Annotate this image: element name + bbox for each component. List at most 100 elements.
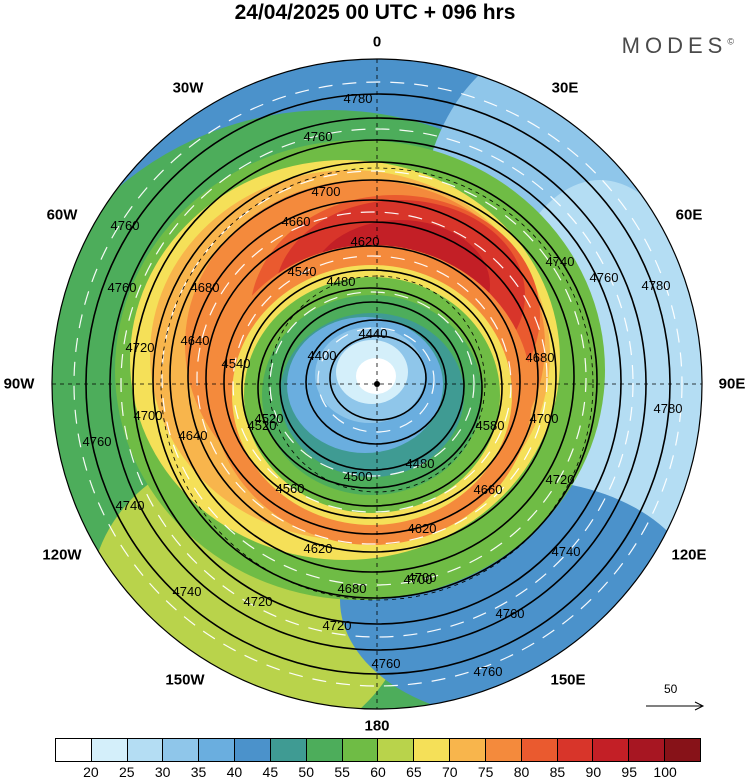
lon-label-180: 180 xyxy=(364,717,390,735)
contour-label: 4720 xyxy=(323,618,352,633)
contour-label: 4760 xyxy=(590,270,619,285)
contour-label: 4540 xyxy=(222,356,251,371)
colorbar-swatch xyxy=(163,739,200,761)
brand-logo: MODES© xyxy=(622,33,734,59)
contour-label: 4760 xyxy=(304,129,333,144)
contour-label: 4760 xyxy=(83,434,112,449)
contour-label: 4720 xyxy=(546,472,575,487)
colorbar xyxy=(55,738,701,762)
colorbar-tick-label: 80 xyxy=(513,764,530,780)
chart-title: 24/04/2025 00 UTC + 096 hrs xyxy=(234,1,516,24)
contour-label: 4720 xyxy=(244,594,273,609)
contour-label: 4480 xyxy=(327,274,356,289)
lon-label-150e: 150E xyxy=(550,671,586,689)
brand-name: MODES xyxy=(621,33,728,58)
colorbar-tick-label: 35 xyxy=(190,764,207,780)
colorbar-swatch xyxy=(521,739,558,761)
colorbar-tick-label: 90 xyxy=(585,764,602,780)
lon-label-30e: 30E xyxy=(551,79,579,97)
pole-marker xyxy=(374,381,380,387)
colorbar-tick-label: 30 xyxy=(154,764,171,780)
contour-label: 4760 xyxy=(111,218,140,233)
colorbar-swatch xyxy=(593,739,630,761)
colorbar-tick-label: 45 xyxy=(262,764,279,780)
lon-label-90e: 90E xyxy=(718,375,746,393)
colorbar-tick-label: 20 xyxy=(83,764,99,780)
vector-reference: 50 xyxy=(640,680,710,720)
colorbar-tick-label: 60 xyxy=(370,764,386,780)
colorbar-tick-label: 85 xyxy=(549,764,566,780)
contour-label: 4620 xyxy=(351,234,380,249)
colorbar-tick-label: 50 xyxy=(298,764,315,780)
colorbar-tick-label: 70 xyxy=(441,764,458,780)
colorbar-swatch xyxy=(199,739,236,761)
contour-labels: 4780 4760 4700 4660 4620 4540 4480 4440 … xyxy=(83,91,683,679)
colorbar-tick-label: 95 xyxy=(621,764,638,780)
contour-label: 4620 xyxy=(304,541,333,556)
colorbar-tick-label: 55 xyxy=(334,764,350,780)
lon-label-90w: 90W xyxy=(3,375,35,393)
lon-label-60e: 60E xyxy=(675,206,703,224)
contour-label: 4700 xyxy=(408,570,437,585)
contour-label: 4480 xyxy=(406,456,435,471)
colorbar-tick-label: 40 xyxy=(226,764,243,780)
contour-label: 4580 xyxy=(476,418,505,433)
colorbar-swatch xyxy=(629,739,666,761)
lon-label-150w: 150W xyxy=(165,671,205,689)
contour-label: 4680 xyxy=(191,280,220,295)
contour-label: 4680 xyxy=(526,350,555,365)
vector-reference-arrow xyxy=(646,701,705,711)
contour-label: 4640 xyxy=(181,333,210,348)
colorbar-swatch xyxy=(378,739,415,761)
contour-label: 4740 xyxy=(546,254,575,269)
colorbar-swatch xyxy=(414,739,451,761)
contour-label: 4760 xyxy=(474,664,503,679)
colorbar-tick-label: 25 xyxy=(118,764,135,780)
contour-label: 4500 xyxy=(344,469,373,484)
contour-label: 4780 xyxy=(654,401,683,416)
colorbar-tick-label: 100 xyxy=(653,764,677,780)
graticule xyxy=(52,59,702,709)
colorbar-swatch xyxy=(557,739,594,761)
wind-streamlines xyxy=(73,81,683,687)
vector-reference-label: 50 xyxy=(664,682,678,696)
contour-label: 4660 xyxy=(282,214,311,229)
contour-label: 4780 xyxy=(344,91,373,106)
colorbar-swatch xyxy=(91,739,128,761)
colorbar-tick-label: 75 xyxy=(477,764,494,780)
colorbar-swatch xyxy=(270,739,307,761)
contour-label: 4520 xyxy=(248,418,277,433)
contour-label: 4520 xyxy=(255,411,284,426)
wind-speed-shading xyxy=(52,59,702,709)
contour-label: 4400 xyxy=(308,348,337,363)
contour-label: 4660 xyxy=(474,482,503,497)
colorbar-swatch xyxy=(485,739,522,761)
colorbar-swatch xyxy=(665,739,700,761)
lon-label-30w: 30W xyxy=(172,79,204,97)
contour-label: 4680 xyxy=(338,581,367,596)
copyright-mark: © xyxy=(727,36,734,47)
contour-label: 4760 xyxy=(108,280,137,295)
contour-label: 4700 xyxy=(404,572,433,587)
lon-label-120e: 120E xyxy=(671,546,707,564)
lon-label-60w: 60W xyxy=(46,206,78,224)
contour-label: 4540 xyxy=(288,264,317,279)
contour-label: 4760 xyxy=(372,656,401,671)
map-border xyxy=(51,58,703,710)
lon-label-0: 0 xyxy=(372,33,382,51)
lon-label-120w: 120W xyxy=(42,546,82,564)
contour-label: 4700 xyxy=(530,411,559,426)
colorbar-swatch xyxy=(127,739,164,761)
colorbar-swatch xyxy=(306,739,343,761)
contour-label: 4700 xyxy=(312,184,341,199)
contour-label: 4720 xyxy=(126,340,155,355)
contour-label: 4740 xyxy=(552,544,581,559)
colorbar-swatch xyxy=(450,739,486,761)
colorbar-ticks: 20 25 30 35 40 45 50 55 60 65 70 75 80 85 90 95 100 xyxy=(55,764,701,782)
contour-label: 4640 xyxy=(179,428,208,443)
contour-label: 4780 xyxy=(642,278,671,293)
colorbar-swatch xyxy=(342,739,379,761)
contour-label: 4440 xyxy=(359,326,388,341)
contour-label: 4740 xyxy=(173,584,202,599)
contour-label: 4560 xyxy=(276,481,305,496)
